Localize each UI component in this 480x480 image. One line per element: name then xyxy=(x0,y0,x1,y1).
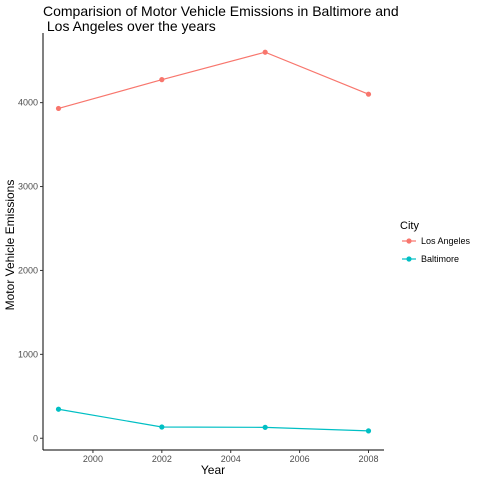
data-point-los-angeles xyxy=(55,105,62,112)
series-line-los-angeles xyxy=(58,51,369,110)
y-axis-title: Motor Vehicle Emissions xyxy=(3,180,17,311)
data-point-baltimore xyxy=(55,406,62,412)
x-tick-label: 2004 xyxy=(221,454,241,464)
data-point-los-angeles xyxy=(365,91,372,97)
legend-label-baltimore: Baltimore xyxy=(421,254,459,264)
x-tick-label: 2008 xyxy=(358,454,378,464)
series-line-baltimore xyxy=(58,408,369,432)
x-tick-label: 2002 xyxy=(152,454,172,464)
data-point-baltimore xyxy=(262,424,268,430)
legend-label-los-angeles: Los Angeles xyxy=(421,236,471,246)
x-axis-title: Year xyxy=(201,463,225,477)
x-ticks: 2000 2002 2004 2006 2008 xyxy=(83,450,379,464)
x-tick-label: 2006 xyxy=(290,454,310,464)
y-tick-label: 4000 xyxy=(18,98,38,108)
data-point-baltimore xyxy=(159,424,165,430)
y-tick-label: 1000 xyxy=(18,349,38,359)
legend-key-point-los-angeles xyxy=(406,238,412,244)
chart-title-line-1: Comparision of Motor Vehicle Emissions i… xyxy=(43,3,399,19)
data-point-los-angeles xyxy=(159,77,165,83)
chart-title-line-2: Los Angeles over the years xyxy=(43,18,216,34)
y-ticks: 0 1000 2000 3000 4000 xyxy=(18,98,43,443)
x-tick-label: 2000 xyxy=(83,454,103,464)
data-point-baltimore xyxy=(365,428,372,434)
legend: City Los Angeles Baltimore xyxy=(400,220,471,264)
legend-key-point-baltimore xyxy=(406,256,412,262)
data-point-los-angeles xyxy=(262,49,268,55)
legend-entries: Los Angeles Baltimore xyxy=(402,236,471,264)
y-tick-label: 3000 xyxy=(18,182,38,192)
legend-title: City xyxy=(400,220,419,232)
y-tick-label: 2000 xyxy=(18,265,38,275)
y-tick-label: 0 xyxy=(33,433,38,443)
plot-panel xyxy=(55,49,372,434)
